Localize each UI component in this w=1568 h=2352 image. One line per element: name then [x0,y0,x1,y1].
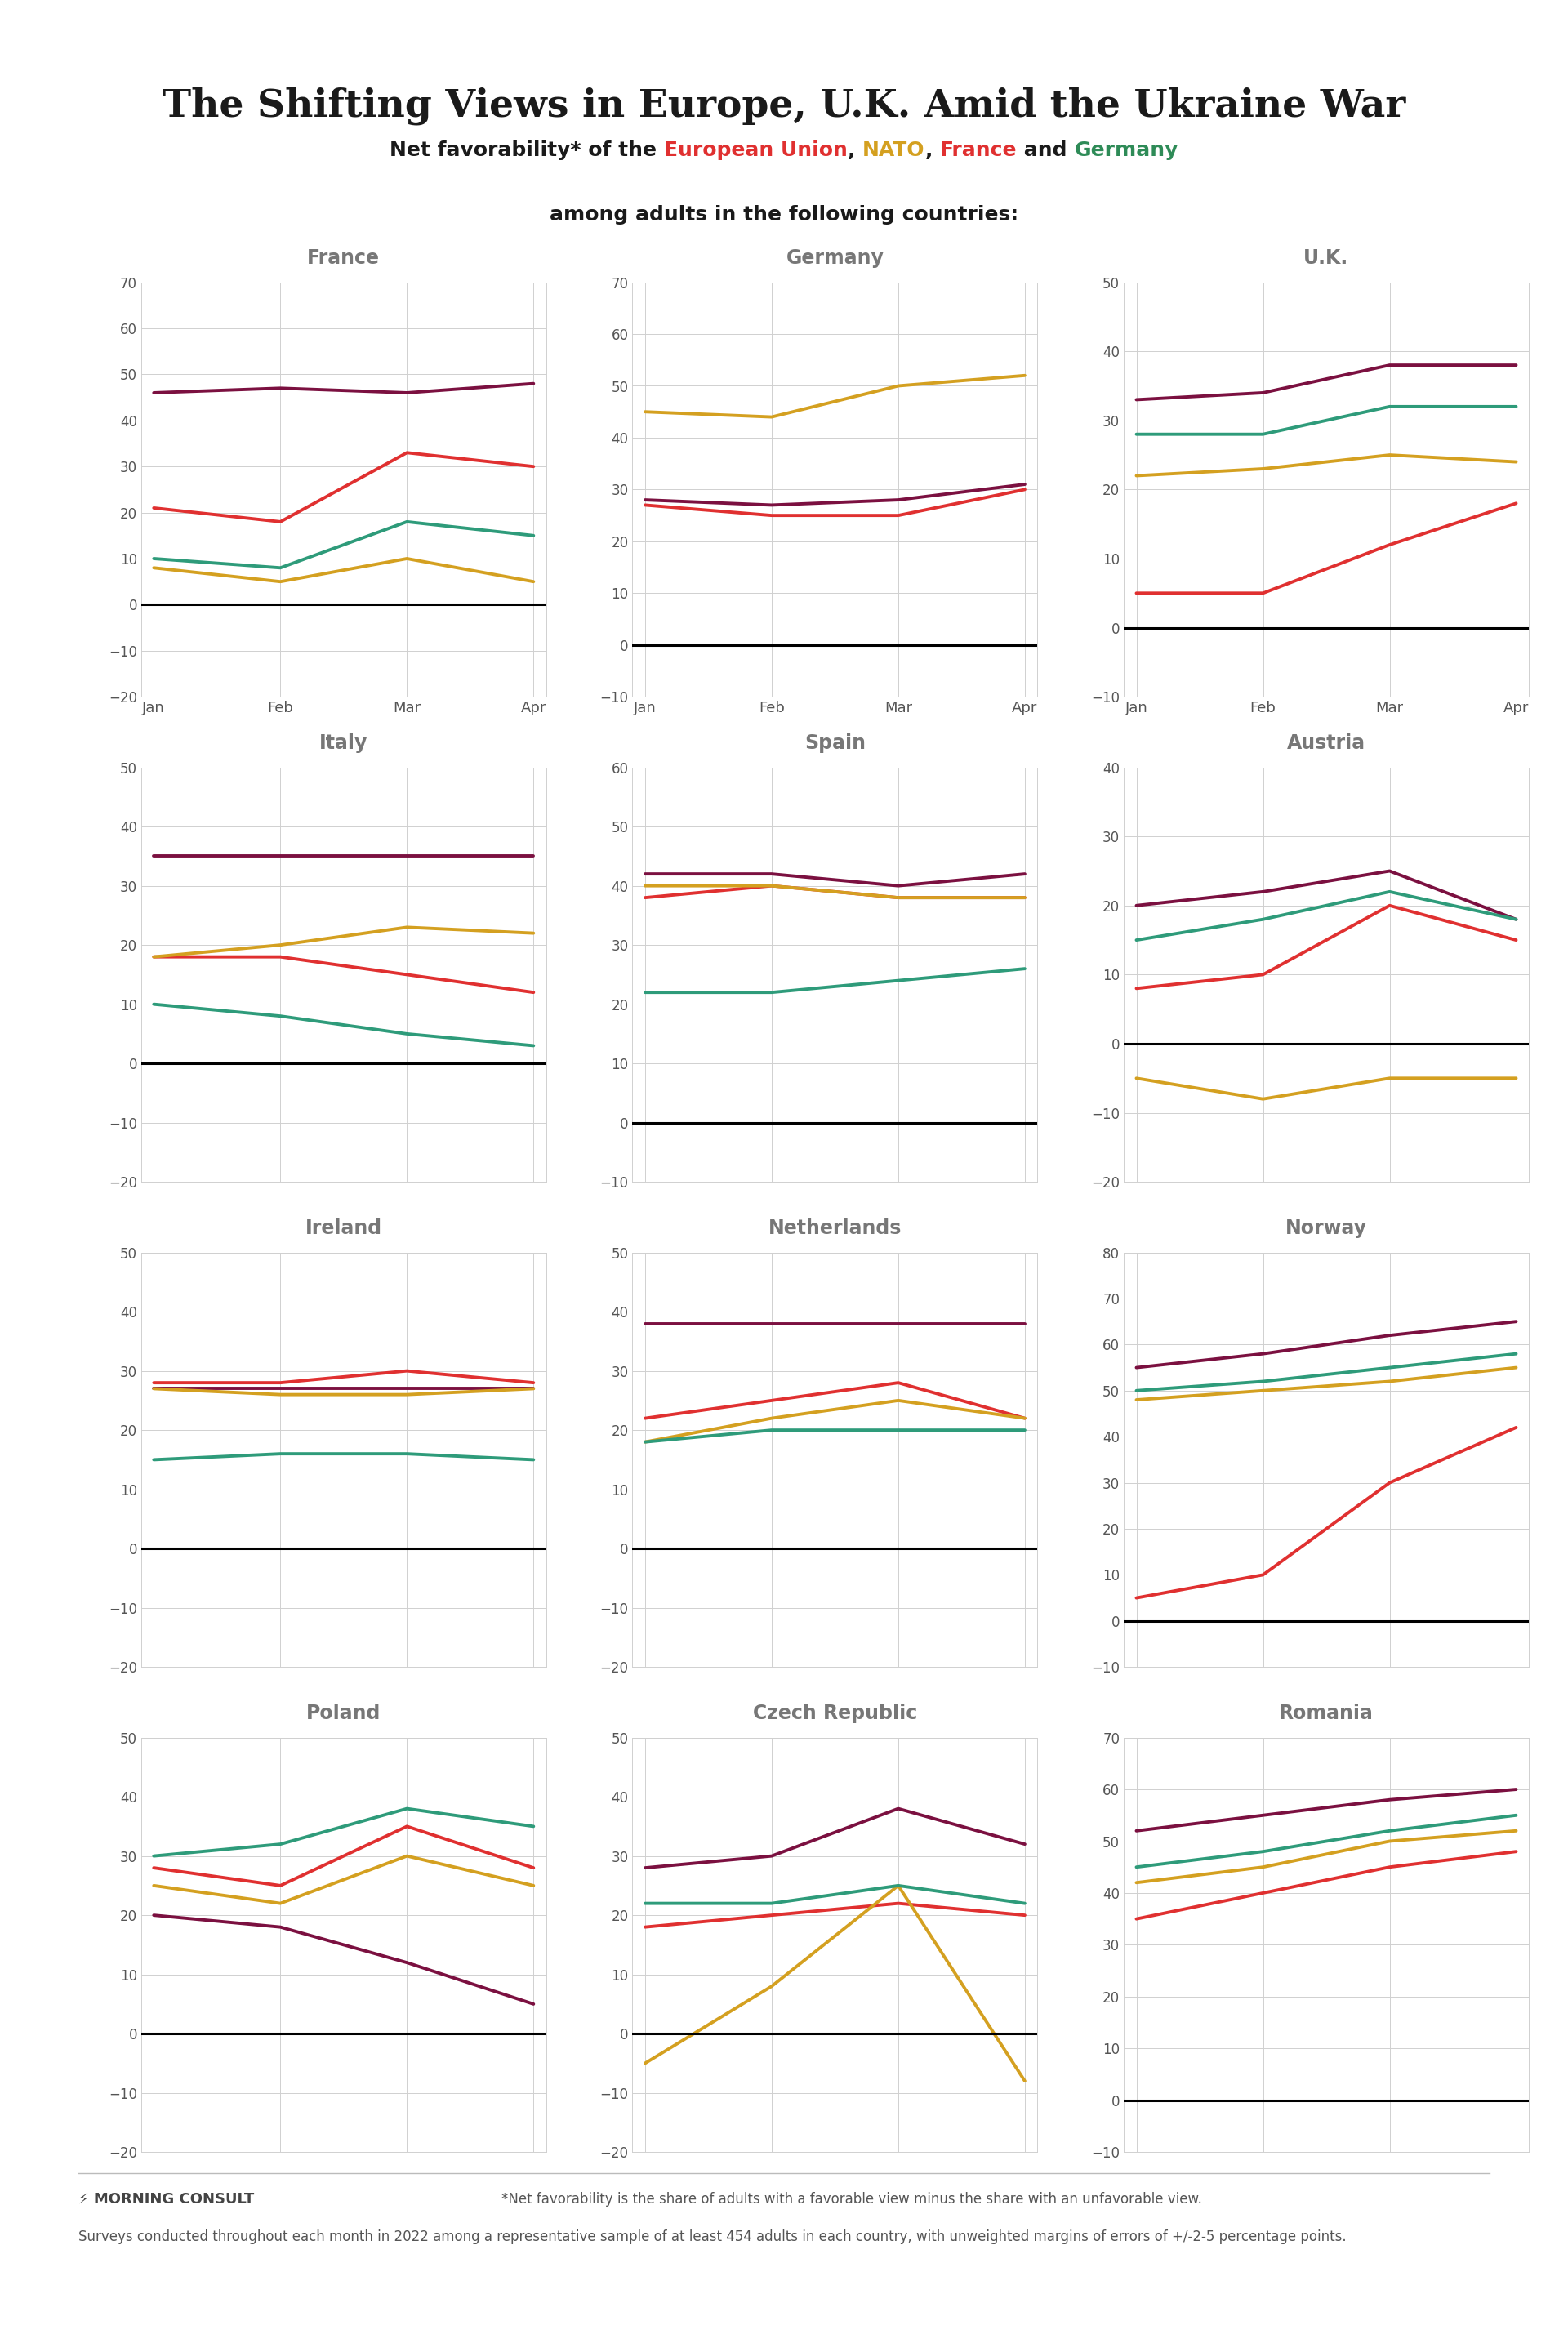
Text: Surveys conducted throughout each month in 2022 among a representative sample of: Surveys conducted throughout each month … [78,2230,1347,2244]
Text: Ireland: Ireland [306,1218,383,1237]
Text: Austria: Austria [1287,734,1366,753]
Text: Poland: Poland [306,1703,381,1724]
Text: and: and [1018,141,1074,160]
Text: *Net favorability is the share of adults with a favorable view minus the share w: *Net favorability is the share of adults… [502,2192,1203,2206]
Text: Romania: Romania [1279,1703,1374,1724]
Text: The Shifting Views in Europe, U.K. Amid the Ukraine War: The Shifting Views in Europe, U.K. Amid … [163,87,1405,125]
Text: Germany: Germany [786,249,884,268]
Text: NATO: NATO [862,141,925,160]
Text: Germany: Germany [1074,141,1178,160]
Text: Netherlands: Netherlands [768,1218,902,1237]
Text: Czech Republic: Czech Republic [753,1703,917,1724]
Text: France: France [939,141,1018,160]
Text: among adults in the following countries:: among adults in the following countries: [549,205,1019,226]
Text: Spain: Spain [804,734,866,753]
Text: Net favorability* of the: Net favorability* of the [390,141,663,160]
Text: France: France [307,249,379,268]
Text: U.K.: U.K. [1303,249,1348,268]
Text: Norway: Norway [1286,1218,1367,1237]
Text: European Union: European Union [663,141,848,160]
Text: ,: , [925,141,939,160]
Text: ,: , [848,141,862,160]
Text: ⚡ MORNING CONSULT: ⚡ MORNING CONSULT [78,2192,254,2206]
Text: Italy: Italy [320,734,368,753]
